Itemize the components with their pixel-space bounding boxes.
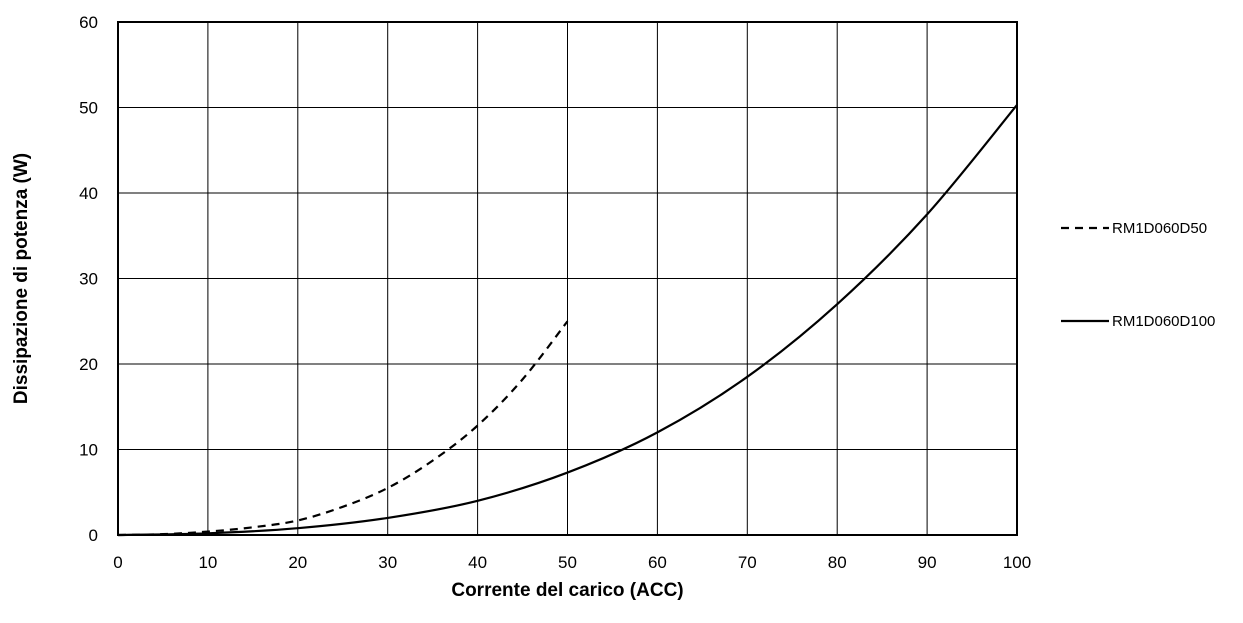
tick-labels: 0 10 20 30 40 50 60 70 80 90 100 0 10 20 30 40 50 60 bbox=[79, 13, 1031, 572]
series-line-rm1d060d50 bbox=[117, 320, 569, 537]
y-tick-label: 60 bbox=[79, 13, 98, 32]
x-tick-label: 40 bbox=[468, 553, 487, 572]
x-tick-label: 100 bbox=[1003, 553, 1031, 572]
grid-lines bbox=[117, 21, 1018, 536]
x-tick-label: 60 bbox=[648, 553, 667, 572]
x-tick-label: 0 bbox=[113, 553, 122, 572]
y-tick-label: 20 bbox=[79, 355, 98, 374]
series-line-rm1d060d100 bbox=[117, 104, 1018, 537]
legend: RM1D060D50 RM1D060D100 bbox=[1061, 220, 1215, 330]
legend-label: RM1D060D100 bbox=[1112, 313, 1215, 330]
plot-frame bbox=[117, 21, 1018, 536]
y-axis-title: Dissipazione di potenza (W) bbox=[11, 153, 32, 404]
y-tick-label: 30 bbox=[79, 270, 98, 289]
x-tick-label: 30 bbox=[378, 553, 397, 572]
x-tick-label: 90 bbox=[918, 553, 937, 572]
x-tick-label: 10 bbox=[198, 553, 217, 572]
x-axis-title: Corrente del carico (ACC) bbox=[451, 580, 683, 601]
series-lines bbox=[117, 104, 1018, 537]
legend-label: RM1D060D50 bbox=[1112, 220, 1207, 237]
x-tick-label: 80 bbox=[828, 553, 847, 572]
x-tick-label: 70 bbox=[738, 553, 757, 572]
x-tick-label: 20 bbox=[288, 553, 307, 572]
y-tick-label: 40 bbox=[79, 184, 98, 203]
y-tick-label: 0 bbox=[89, 526, 98, 545]
y-tick-label: 50 bbox=[79, 99, 98, 118]
y-tick-label: 10 bbox=[79, 441, 98, 460]
x-tick-label: 50 bbox=[558, 553, 577, 572]
